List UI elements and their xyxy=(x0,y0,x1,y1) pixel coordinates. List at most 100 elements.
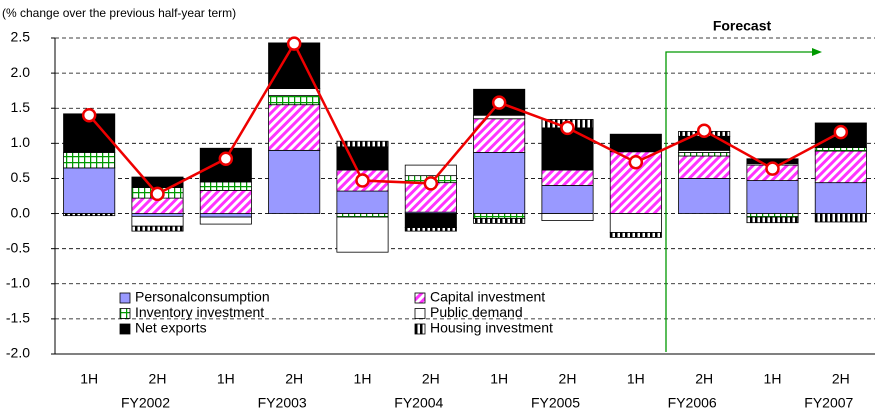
y-tick-label: 1.0 xyxy=(11,134,31,150)
x-tick-label: 1H xyxy=(80,371,98,387)
line-point xyxy=(628,155,644,170)
y-tick-label: -1.5 xyxy=(6,310,30,326)
bar-segment xyxy=(268,88,321,96)
x-tick-label: 1H xyxy=(627,371,645,387)
line-point xyxy=(765,161,780,176)
legend-swatch xyxy=(414,323,426,335)
fiscal-year-label: FY2005 xyxy=(531,395,580,411)
forecast-arrowhead xyxy=(812,48,822,56)
line-point xyxy=(423,176,439,191)
legend-swatch xyxy=(119,292,131,304)
bar-segment xyxy=(199,181,252,191)
legend-swatch xyxy=(414,308,426,319)
bar-segment xyxy=(131,225,184,232)
line-point xyxy=(355,173,370,188)
bar-segment xyxy=(336,213,389,218)
legend-swatch xyxy=(119,308,131,319)
bar-segment xyxy=(814,147,867,152)
bar-segment xyxy=(473,152,526,214)
line-point xyxy=(218,151,234,167)
bar-segment xyxy=(63,152,116,169)
bar-segment xyxy=(268,104,321,151)
bar-segment xyxy=(336,146,389,171)
y-tick-label: 2.5 xyxy=(11,29,31,45)
y-tick-label: 1.5 xyxy=(11,99,31,115)
x-tick-label: 1H xyxy=(354,371,372,387)
bar-segment xyxy=(404,164,457,177)
legend-label: Inventory investment xyxy=(135,304,264,320)
legend-label: Personalconsumption xyxy=(135,289,270,305)
bar-segment xyxy=(336,190,389,214)
bar-segment xyxy=(199,213,252,218)
bar-segment xyxy=(746,180,799,214)
bar-segment xyxy=(609,213,662,233)
y-tick-label: 0.0 xyxy=(11,204,31,220)
bar-segment xyxy=(609,133,662,153)
legend-swatch xyxy=(414,292,426,304)
legend-label: Housing investment xyxy=(430,320,553,336)
annotation: Forecast xyxy=(713,18,772,34)
bar-segment xyxy=(131,213,184,217)
x-tick-label: 2H xyxy=(695,371,713,387)
bar-segment xyxy=(404,227,457,232)
line xyxy=(88,41,842,196)
x-tick-label: 1H xyxy=(217,371,235,387)
bar-segment xyxy=(541,185,594,214)
x-tick-label: 1H xyxy=(490,371,508,387)
fiscal-year-label: FY2007 xyxy=(804,395,853,411)
bar-segment xyxy=(678,152,731,157)
bar-segment xyxy=(746,216,799,224)
line-point xyxy=(696,123,712,138)
bar-segment xyxy=(268,95,321,106)
bar-segment xyxy=(199,189,252,214)
bar-segment xyxy=(541,213,594,221)
bar-segment xyxy=(336,216,389,253)
x-tick-label: 1H xyxy=(764,371,782,387)
bar-segment xyxy=(609,232,662,238)
line-point xyxy=(833,124,849,140)
bar-segment xyxy=(678,178,731,214)
bar-segment xyxy=(473,218,526,224)
bar-segment xyxy=(746,213,799,218)
legend-swatch xyxy=(119,323,131,335)
bar-segment xyxy=(404,213,457,229)
fiscal-year-label: FY2002 xyxy=(121,395,170,411)
x-tick-label: 2H xyxy=(559,371,577,387)
legend-label: Net exports xyxy=(135,320,207,336)
line-point xyxy=(81,107,97,123)
line-point xyxy=(150,186,165,202)
y-tick-label: -1.0 xyxy=(6,274,30,290)
bar-segment xyxy=(63,213,116,217)
bar-segment xyxy=(473,213,526,219)
forecast-arrow xyxy=(665,51,815,352)
fiscal-year-label: FY2004 xyxy=(394,395,443,411)
x-tick-label: 2H xyxy=(285,371,303,387)
legend-label: Public demand xyxy=(430,304,523,320)
line-point xyxy=(286,36,302,51)
line-point xyxy=(560,120,575,136)
bar-segment xyxy=(131,215,184,227)
bar-segment xyxy=(199,216,252,225)
bar-segment xyxy=(473,114,526,120)
bar-segment xyxy=(268,149,321,214)
x-tick-label: 2H xyxy=(149,371,167,387)
bar-segment xyxy=(814,150,867,184)
bar-segment xyxy=(678,155,731,179)
y-axis-label: (% change over the previous half-year te… xyxy=(2,6,236,20)
bar-segment xyxy=(541,169,594,186)
line-point xyxy=(491,95,507,110)
y-tick-label: 2.0 xyxy=(11,64,31,80)
y-tick-label: -2.0 xyxy=(6,345,30,361)
bar-segment xyxy=(63,167,116,214)
x-tick-label: 2H xyxy=(422,371,440,387)
fiscal-year-label: FY2006 xyxy=(668,395,717,411)
y-tick-label: -0.5 xyxy=(6,239,30,255)
bar-segment xyxy=(268,42,321,89)
bar-segment xyxy=(814,182,867,214)
fiscal-year-label: FY2003 xyxy=(258,395,307,411)
x-tick-label: 2H xyxy=(832,371,850,387)
bar-segment xyxy=(336,140,389,148)
legend-label: Capital investment xyxy=(430,289,545,305)
y-tick-label: 0.5 xyxy=(11,169,31,185)
